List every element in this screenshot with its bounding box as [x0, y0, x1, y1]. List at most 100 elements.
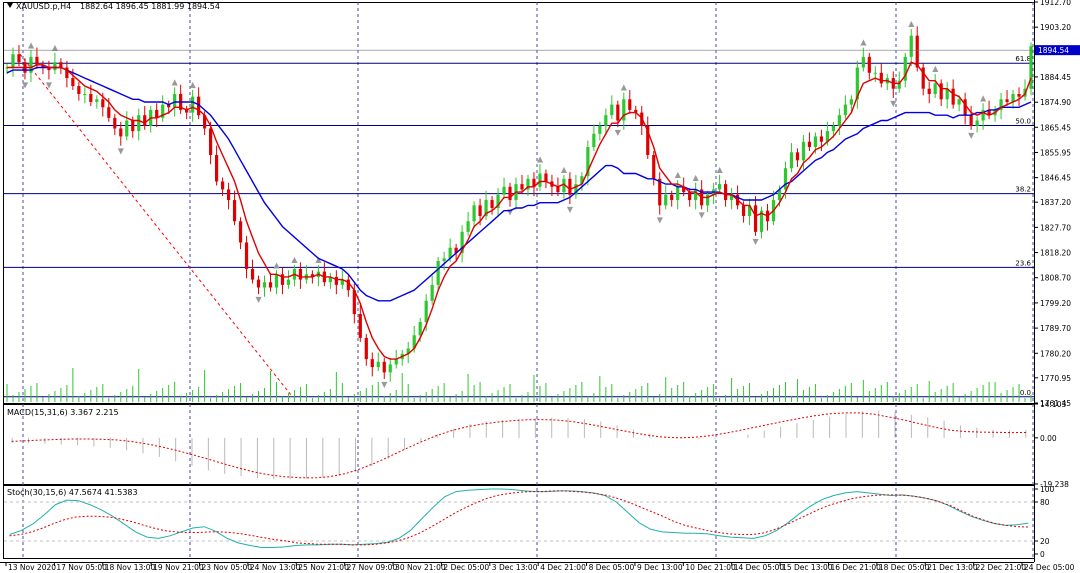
- time-tick-label: 10 Dec 21:00: [685, 563, 736, 572]
- price-tick-label: 1865.45: [1040, 123, 1071, 132]
- candle-body: [418, 322, 422, 336]
- candle-body: [5, 67, 9, 69]
- candle-body: [1029, 46, 1033, 89]
- chevron-down-icon[interactable]: [7, 3, 13, 8]
- candle-body: [658, 178, 662, 206]
- fractal-up-icon: ▲: [675, 170, 682, 179]
- candle-body: [502, 186, 506, 195]
- candle-body: [831, 125, 835, 132]
- candle-body: [484, 200, 488, 216]
- candle-body: [77, 86, 81, 94]
- stoch-panel-frame: [3, 485, 1035, 559]
- candle-body: [370, 359, 374, 368]
- candle-body: [298, 268, 303, 280]
- price-tick-label: 1903.20: [1040, 23, 1071, 32]
- time-tick-label: 18 Nov 13:00: [105, 563, 156, 572]
- candle-body: [137, 115, 141, 132]
- candle-body: [879, 72, 883, 84]
- fractal-up-icon: ▲: [908, 19, 915, 28]
- fractal-down-icon: ▼: [615, 128, 622, 137]
- candle-body: [197, 96, 201, 116]
- candle-body: [574, 184, 578, 195]
- fib-level-label: 23.6: [1015, 259, 1031, 267]
- candle-body: [664, 194, 668, 206]
- macd-tick-label: -19.238: [1040, 480, 1069, 489]
- candle-body: [340, 279, 344, 285]
- price-tick-label: 1808.70: [1040, 274, 1071, 283]
- candle-body: [388, 364, 392, 373]
- time-tick-label: 3 Dec 13:00: [492, 563, 538, 572]
- macd-tick-label: 14.103: [1040, 400, 1066, 409]
- candle-body: [951, 88, 955, 105]
- candle-body: [897, 80, 901, 89]
- candle-body: [89, 93, 93, 102]
- macd-panel-frame: [3, 404, 1035, 485]
- candle-body: [1011, 93, 1015, 102]
- candle-body: [466, 221, 470, 232]
- candle-body: [586, 147, 590, 177]
- candle-body: [592, 133, 596, 148]
- candle-body: [220, 181, 225, 190]
- candle-body: [777, 189, 782, 201]
- candle-body: [29, 56, 33, 73]
- candle-body: [131, 120, 135, 132]
- candle-body: [909, 35, 913, 57]
- candle-body: [921, 67, 925, 89]
- candle-body: [113, 117, 117, 129]
- candle-body: [682, 186, 686, 193]
- current-price-box: [1035, 45, 1080, 56]
- candle-body: [59, 62, 63, 68]
- candle-body: [855, 67, 859, 100]
- main-chart-header: XAUUSD.p,H4 1882.64 1896.45 1881.99 1894…: [2, 0, 220, 12]
- fractal-up-icon: ▲: [537, 154, 544, 163]
- candle-body: [622, 99, 626, 121]
- time-tick-label: 30 Nov 21:00: [395, 563, 446, 572]
- candle-body: [280, 274, 285, 285]
- candle-body: [472, 205, 476, 222]
- fractal-up-icon: ▲: [190, 80, 197, 89]
- candle-body: [676, 186, 680, 201]
- candle-body: [556, 186, 560, 193]
- candle-body: [789, 152, 794, 169]
- candle-body: [544, 173, 548, 182]
- candle-body: [813, 136, 818, 148]
- candle-body: [747, 205, 752, 216]
- candle-body: [508, 186, 512, 201]
- time-tick-label: 15 Dec 13:00: [782, 563, 833, 572]
- time-tick-label: 17 Nov 05:00: [56, 563, 107, 572]
- candle-body: [999, 99, 1003, 110]
- candle-body: [616, 104, 620, 121]
- candle-body: [915, 35, 919, 68]
- candle-body: [837, 115, 841, 126]
- candle-body: [568, 178, 572, 195]
- stoch-tick-label: 80: [1040, 498, 1050, 507]
- candle-body: [226, 189, 231, 201]
- candle-body: [580, 176, 584, 185]
- candle-body: [382, 361, 386, 373]
- time-tick-label: 13 Nov 2020: [8, 563, 56, 572]
- fractal-down-icon: ▼: [46, 80, 53, 89]
- candle-body: [238, 221, 243, 243]
- fractal-down-icon: ▼: [256, 295, 263, 304]
- price-tick-label: 1780.20: [1040, 349, 1071, 358]
- candle-body: [167, 104, 171, 108]
- price-tick-label: 1884.45: [1040, 73, 1071, 82]
- ma-blue-line: [6, 66, 1032, 302]
- candle-body: [334, 276, 338, 285]
- time-tick-label: 8 Dec 05:00: [589, 563, 635, 572]
- candle-body: [873, 72, 877, 74]
- candle-body: [448, 247, 452, 259]
- candle-body: [975, 120, 979, 126]
- candle-body: [753, 205, 758, 232]
- candle-body: [670, 194, 674, 201]
- candle-body: [694, 189, 698, 201]
- candle-body: [208, 128, 213, 155]
- time-tick-label: 27 Nov 09:00: [347, 563, 398, 572]
- candle-body: [376, 361, 380, 368]
- candle-body: [352, 290, 356, 315]
- stoch-tick-label: 0: [1040, 550, 1045, 559]
- candle-body: [191, 96, 195, 113]
- price-tick-label: 1770.95: [1040, 374, 1071, 383]
- candle-body: [11, 54, 15, 68]
